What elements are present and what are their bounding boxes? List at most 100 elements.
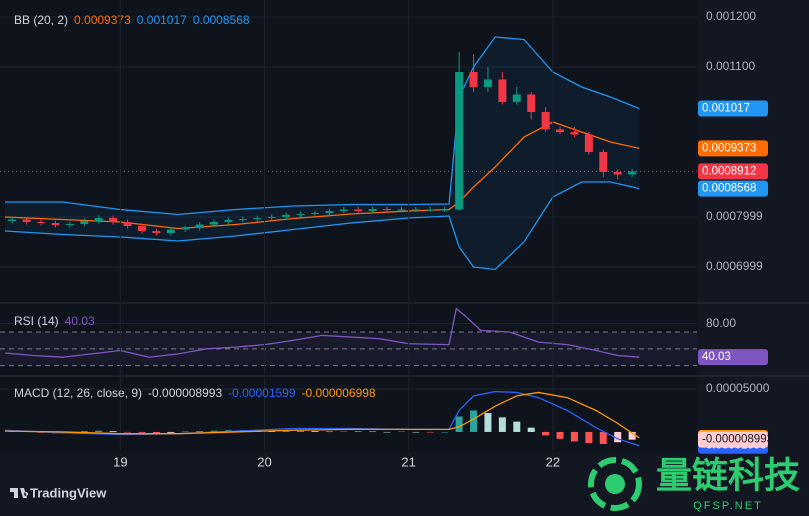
histogram-bar — [470, 410, 478, 432]
histogram-bar — [124, 431, 132, 433]
candle-body — [512, 94, 521, 102]
candle-body — [310, 213, 319, 214]
histogram-bar — [297, 430, 305, 432]
candle-body — [368, 209, 377, 211]
histogram-bar — [397, 431, 405, 433]
histogram-bar — [455, 416, 463, 432]
legend-value: -0.000008993 — [148, 386, 222, 400]
candle-body — [469, 72, 478, 87]
watermark-logo — [605, 474, 625, 494]
value-label: 0.001017 — [702, 103, 750, 115]
candle-body — [65, 224, 74, 225]
candle-body — [22, 219, 31, 222]
value-label-bg — [698, 100, 768, 117]
candle-body — [195, 224, 204, 228]
histogram-bar — [412, 431, 420, 433]
value-label-bg — [698, 180, 768, 197]
value-label-bg — [698, 349, 768, 366]
histogram-bar — [109, 431, 117, 432]
watermark: 量链科技 QFSP.NET — [588, 455, 800, 512]
y-tick-label: 0.001100 — [706, 59, 755, 73]
line — [4, 121, 640, 230]
histogram-bar — [614, 431, 622, 443]
candle-body — [238, 219, 247, 220]
candle-body — [296, 214, 305, 215]
legend-value: -0.00001599 — [228, 386, 296, 400]
x-tick-label: 21 — [401, 454, 415, 469]
tradingview-logo[interactable]: TradingView — [10, 485, 107, 500]
watermark-subtitle: QFSP.NET — [693, 500, 763, 512]
candle-body — [354, 209, 363, 211]
candle-body — [267, 217, 276, 218]
histogram-bar — [542, 431, 550, 436]
legend-title: MACD (12, 26, close, 9) — [14, 386, 142, 400]
candle-body — [541, 112, 550, 130]
legend-title: BB (20, 2) — [14, 13, 68, 27]
value-label-bg — [698, 140, 768, 157]
line — [5, 36, 640, 216]
histogram-bar — [556, 431, 564, 439]
line — [4, 391, 640, 439]
y-tick-label: 0.0007999 — [706, 209, 763, 223]
watermark-logo — [588, 457, 642, 511]
value-label-bg — [698, 431, 768, 448]
histogram-bar — [498, 417, 506, 432]
histogram-bar — [95, 430, 103, 432]
histogram-bar — [181, 431, 189, 433]
histogram-bar — [354, 431, 362, 432]
histogram-bar — [325, 431, 333, 433]
value-label: -0.000008993 — [702, 434, 773, 446]
candle-body — [181, 228, 190, 230]
histogram-bar — [167, 431, 175, 433]
candle-body — [440, 209, 449, 211]
candle-body — [628, 171, 637, 175]
x-tick-label: 19 — [113, 454, 127, 469]
candle-body — [80, 221, 89, 224]
y-tick-label: 80.00 — [706, 316, 736, 330]
candle-body — [397, 209, 406, 211]
legend-value: 40.03 — [65, 314, 95, 328]
candle-body — [51, 223, 60, 225]
histogram-bar — [441, 431, 449, 433]
brand-name: TradingView — [30, 485, 107, 500]
candle-body — [94, 218, 103, 221]
candle-body — [282, 215, 291, 217]
candle-body — [123, 222, 132, 226]
histogram-bar — [369, 431, 377, 433]
histogram-bar — [152, 431, 160, 434]
histogram-bar — [570, 431, 578, 442]
value-label: 0.0008568 — [702, 183, 756, 195]
value-label: 0.0008912 — [702, 165, 756, 177]
candle-body — [498, 79, 507, 102]
value-label-bg — [698, 163, 768, 180]
candle-body — [426, 209, 435, 211]
candle-body — [166, 229, 175, 233]
histogram-bar — [196, 431, 204, 432]
histogram-bar — [513, 421, 521, 432]
y-tick-label: 0.001200 — [706, 9, 756, 23]
candle-body — [325, 211, 334, 213]
candle-body — [152, 231, 161, 233]
line — [4, 181, 640, 271]
legend: MACD (12, 26, close, 9) -0.000008993 -0.00… — [14, 386, 376, 400]
histogram-bar — [340, 431, 348, 433]
value-label: 40.03 — [702, 351, 731, 363]
candle-body — [483, 79, 492, 87]
histogram-bar — [628, 431, 636, 440]
histogram-bar — [383, 431, 391, 433]
candle-body — [599, 152, 608, 172]
candle-body — [8, 219, 17, 221]
x-tick-label: 22 — [546, 454, 560, 469]
candle-body — [109, 218, 118, 222]
legend-title: RSI (14) — [14, 314, 59, 328]
histogram-bar — [311, 431, 319, 432]
value-label: 0.0009373 — [702, 142, 756, 154]
legend-value: -0.000006998 — [302, 386, 376, 400]
candle-body — [455, 72, 464, 210]
candle-body — [253, 218, 262, 219]
legend-value: 0.0008568 — [193, 13, 250, 27]
histogram-bar — [282, 431, 290, 432]
watermark-title: 量链科技 — [656, 455, 800, 496]
histogram-bar — [80, 431, 88, 432]
